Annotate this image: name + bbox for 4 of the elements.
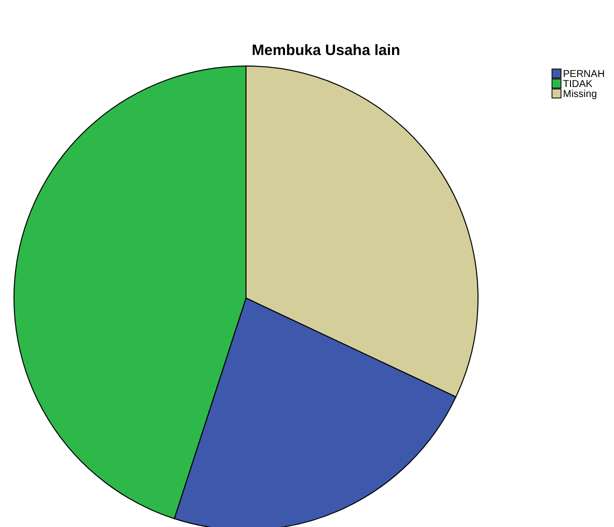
legend-label: PERNAH: [563, 69, 605, 80]
legend-label: Missing: [563, 89, 597, 100]
legend-label: TIDAK: [563, 79, 593, 90]
chart-title: Membuka Usaha lain: [252, 42, 400, 59]
